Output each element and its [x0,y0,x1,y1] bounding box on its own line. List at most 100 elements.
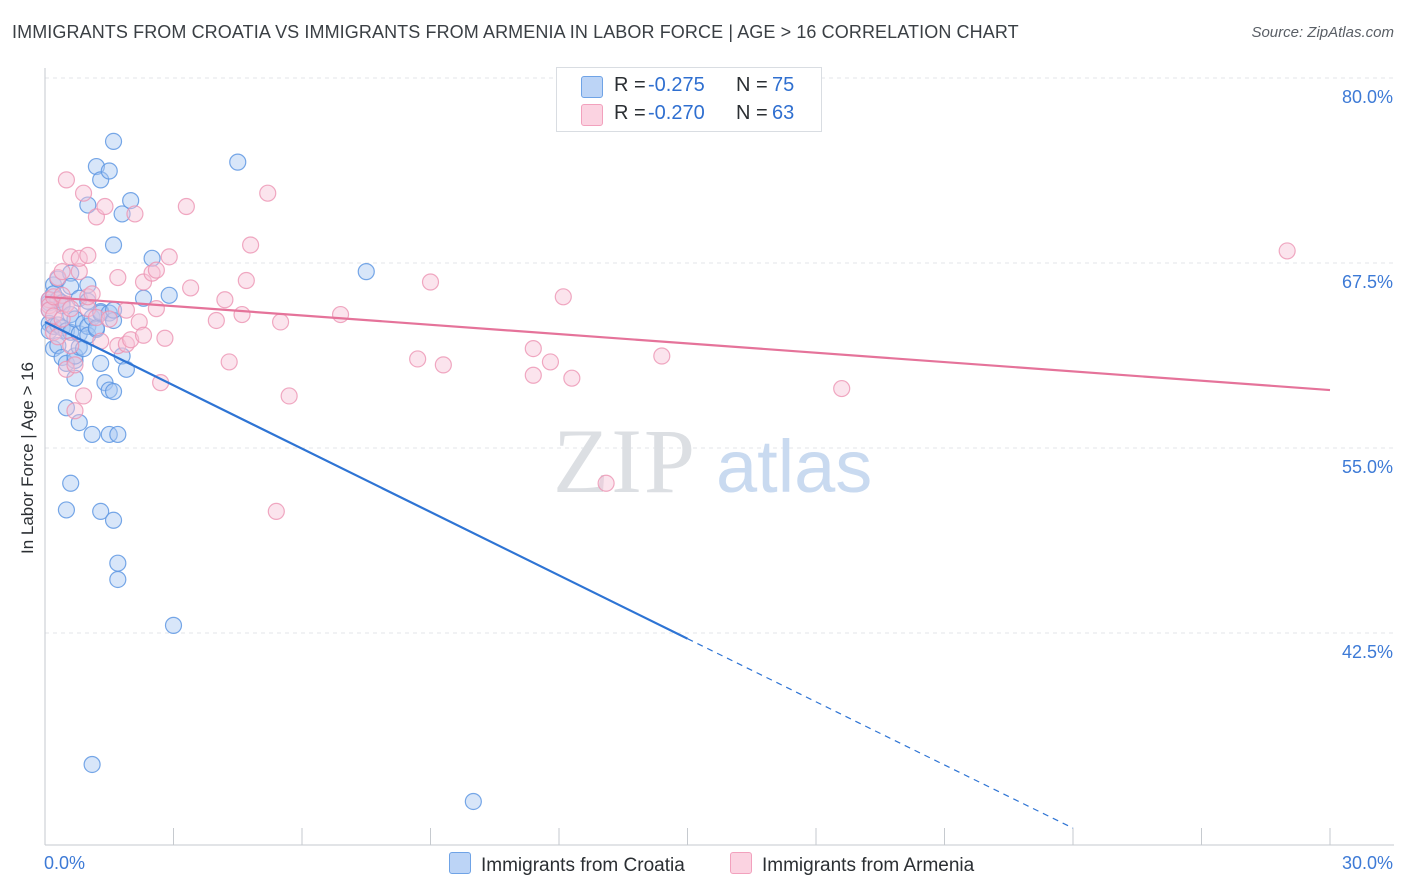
legend-r-value: -0.270 [648,102,705,124]
armenia-point [53,263,71,281]
tick-labels: 80.0% 67.5% 55.0% 42.5% 0.0% 30.0% [44,87,1393,873]
croatia-trend-line [44,320,688,640]
correlation-legend: R = -0.275 N = 75 R = -0.270 N = 63 [556,67,822,132]
legend-n-value: 63 [772,102,795,124]
croatia-point [83,425,101,444]
croatia-point [109,425,127,444]
legend-n-label: N = [736,102,768,124]
armenia-point [220,353,238,371]
croatia-point [160,286,178,304]
armenia-point [182,279,200,297]
bottom-legend-armenia: Immigrants from Armenia [730,852,974,877]
armenia-point [100,310,118,328]
croatia-point [62,277,80,296]
armenia-point [271,313,290,331]
armenia-point [541,353,560,371]
croatia-point [100,162,118,180]
armenia-point [87,308,106,327]
croatia-point [57,501,76,519]
armenia-point [524,366,542,384]
legend-r-label: R = [614,74,646,96]
croatia-legend-label: Immigrants from Croatia [481,855,685,876]
croatia-point [104,511,123,529]
armenia-point [122,331,140,349]
croatia-point [109,570,127,589]
armenia-point [156,329,174,347]
armenia-point [177,197,195,216]
chart-title: IMMIGRANTS FROM CROATIA VS IMMIGRANTS FR… [12,22,1019,42]
armenia-point [117,301,135,319]
watermark-atlas: atlas [716,425,872,508]
croatia-point [83,755,101,774]
croatia-points [40,132,482,811]
watermark: ZIP atlas [553,410,872,512]
armenia-point [79,246,97,264]
armenia-point [563,369,581,387]
y-axis-label: In Labor Force | Age > 16 [18,362,37,554]
armenia-point [74,184,93,202]
armenia-point [134,326,153,344]
legend-r-value: -0.275 [648,74,705,96]
armenia-point [147,300,165,318]
y-tick-label: 42.5% [1342,642,1393,662]
armenia-legend-label: Immigrants from Armenia [762,855,975,876]
legend-r-label: R = [614,102,646,124]
armenia-point [1278,242,1296,260]
armenia-point [554,288,572,306]
croatia-point [357,263,375,281]
croatia-swatch [581,76,603,98]
armenia-trend-line [44,295,1331,392]
croatia-point [164,616,183,634]
armenia-point [57,360,76,378]
armenia-point [57,171,76,189]
legend-n-value: 75 [772,74,795,96]
armenia-point [147,261,165,279]
armenia-point [409,350,427,368]
trend-lines [44,295,1331,829]
armenia-point [66,402,84,420]
armenia-point [74,387,93,405]
armenia-point [130,313,148,331]
armenia-point [160,248,178,266]
armenia-point [653,347,671,365]
croatia-point [109,554,127,572]
armenia-point [331,305,350,324]
armenia-point [66,356,84,374]
armenia-point [70,263,88,281]
x-tick-label: 30.0% [1342,853,1393,873]
armenia-point [96,197,114,216]
croatia-point [66,369,84,387]
armenia-point [134,273,153,291]
croatia-point [104,132,123,150]
croatia-legend-swatch [449,852,471,874]
bottom-legend-croatia: Immigrants from Croatia [449,852,685,877]
legend-n-label: N = [736,74,768,96]
armenia-point [62,337,80,355]
croatia-point [92,171,110,189]
croatia-point [122,192,140,210]
armenia-point [833,379,851,398]
armenia-point [434,356,452,374]
armenia-point [597,474,615,492]
y-tick-label: 80.0% [1342,87,1393,107]
armenia-point [267,502,285,520]
y-tick-label: 67.5% [1342,272,1393,292]
croatia-point [104,236,123,254]
armenia-point [259,184,277,202]
armenia-point [62,248,80,266]
armenia-point [216,291,234,309]
armenia-swatch [581,104,603,126]
croatia-point [92,354,110,372]
axes [44,68,1394,846]
source-label: Source: ZipAtlas.com [1251,24,1394,41]
croatia-point [113,205,131,223]
croatia-point [92,502,110,520]
x-tick-label: 0.0% [44,853,85,873]
armenia-point [126,205,144,223]
croatia-point [87,157,106,176]
croatia-point [464,792,482,811]
armenia-point [207,311,225,330]
armenia-point [280,387,298,405]
watermark-zip: ZIP [553,410,697,512]
